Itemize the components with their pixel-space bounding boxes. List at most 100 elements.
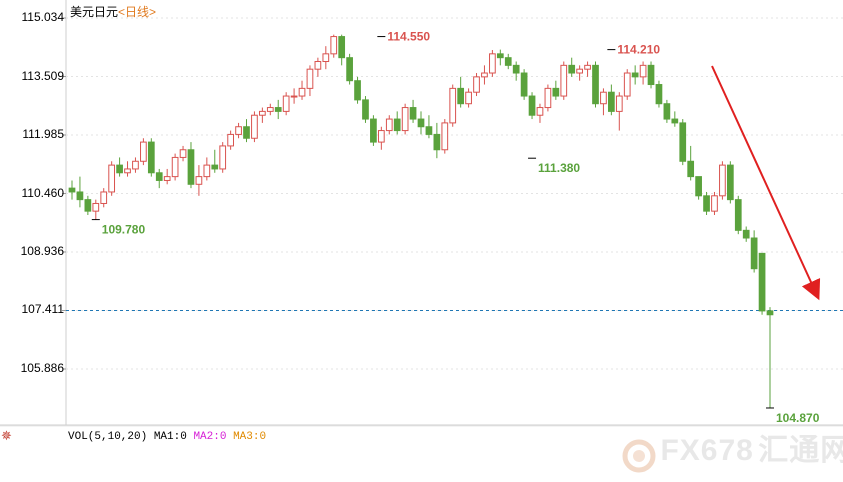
candle-body [84, 199, 92, 212]
candle-body [663, 103, 671, 120]
candle-body [473, 76, 480, 93]
candle-body [187, 149, 195, 185]
candle-body [171, 156, 179, 178]
candle-body [560, 64, 568, 97]
candle-body [235, 126, 242, 135]
candle-body [314, 61, 322, 70]
candle-body [108, 164, 116, 193]
price-annotation: 114.550 [387, 30, 430, 44]
candle-body [703, 195, 710, 212]
candle-body [615, 95, 623, 112]
chart-title: 美元日元<日线> [70, 5, 157, 19]
candle-body [639, 64, 647, 78]
candle-body [433, 133, 441, 151]
candle-body [116, 164, 123, 174]
candle-body [520, 72, 528, 97]
candle-body [758, 252, 766, 312]
candle-body [179, 149, 187, 158]
candle-body [512, 64, 520, 74]
candle-body [425, 126, 433, 135]
candle-body [576, 68, 583, 74]
fx678-logo-icon [622, 439, 656, 473]
candle-body [163, 176, 171, 181]
price-annotation: 109.780 [102, 223, 146, 237]
candle-body [330, 36, 338, 55]
candle-body [68, 187, 76, 193]
candle-body [671, 118, 679, 124]
candle-body [528, 95, 536, 116]
candle-body [322, 53, 330, 63]
candle-body [227, 133, 234, 147]
ma3-label: MA3:0 [233, 431, 267, 443]
candle-body [592, 64, 599, 105]
candle-body [266, 107, 274, 112]
candle-body [385, 118, 393, 132]
price-annotation: 114.210 [617, 43, 660, 57]
candle-body [687, 160, 695, 178]
candle-body [536, 107, 544, 116]
candle-body [544, 87, 552, 109]
watermark-cn: 汇通网 [758, 434, 843, 467]
candle-body [726, 164, 734, 201]
candle-body [655, 84, 663, 105]
ma2-label: MA2:0 [193, 431, 227, 443]
watermark-brand: FX678 [660, 434, 754, 467]
ma1-label: MA1:0 [153, 431, 187, 443]
candle-body [417, 118, 425, 128]
y-tick-label: 113.509 [21, 68, 65, 83]
candle-body [100, 191, 108, 204]
y-tick-label: 105.886 [20, 361, 64, 375]
candle-body [132, 160, 139, 170]
price-annotation: 111.380 [538, 161, 580, 175]
candle-body [489, 53, 496, 74]
candle-body [211, 164, 219, 170]
candle-body [441, 122, 449, 151]
candle-body [679, 122, 687, 162]
candle-body [496, 53, 504, 59]
candle-body [449, 87, 457, 124]
indicator-bar: VOL(5,10,20) MA1:0 MA2:0 MA3:0 [68, 431, 266, 443]
candle-body [504, 57, 512, 66]
candle-body [393, 118, 401, 132]
y-tick-label: 108.936 [20, 243, 64, 258]
price-annotation: 104.870 [776, 411, 820, 425]
candle-body [282, 95, 290, 112]
candle-body [742, 229, 750, 239]
candle-body [568, 64, 576, 74]
y-tick-label: 111.985 [22, 126, 64, 141]
candle-body [243, 126, 250, 139]
candle-body [195, 176, 203, 185]
candle-body [274, 107, 282, 112]
candle-body [647, 64, 655, 86]
vol-label: VOL(5,10,20) [68, 431, 148, 443]
candle-body [465, 91, 472, 105]
candle-body [734, 199, 742, 231]
candle-body [251, 114, 258, 139]
candle-body [370, 118, 377, 143]
trend-arrow [711, 65, 821, 301]
candle-body [711, 195, 718, 212]
candle-body [203, 164, 211, 178]
candle-body [377, 130, 385, 143]
candle-body [124, 168, 131, 174]
candle-body [719, 164, 726, 197]
y-tick-label: 107.411 [21, 302, 65, 317]
candle-body [290, 95, 298, 98]
candle-body [600, 91, 607, 105]
candle-body [631, 72, 639, 78]
candle-body [306, 68, 314, 89]
y-tick-label: 110.460 [21, 185, 65, 200]
candle-body [695, 176, 702, 197]
candle-body [259, 110, 266, 116]
settings-icon[interactable]: ✵ [1, 428, 12, 443]
candle-body [354, 80, 361, 101]
candle-body [457, 87, 465, 105]
candle-body [346, 57, 353, 82]
candle-body [481, 72, 488, 78]
candle-body [298, 87, 306, 97]
candle-body [584, 64, 591, 70]
candle-body [362, 99, 369, 120]
candle-body [750, 237, 758, 270]
candle-body [92, 202, 100, 212]
